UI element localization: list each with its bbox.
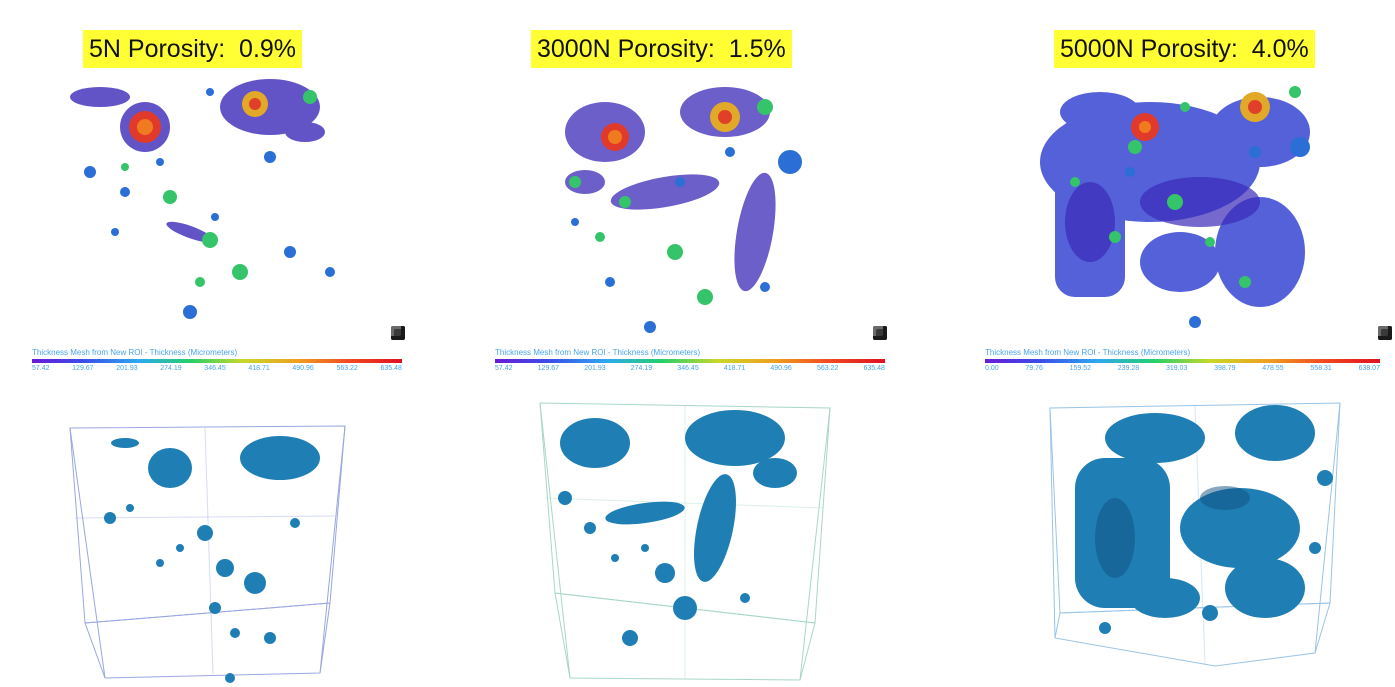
legend-tick: 201.93 [584, 365, 606, 372]
legend-tick: 0.00 [985, 365, 999, 372]
legend-tick: 418.71 [723, 365, 746, 372]
legend-tick: 79.76 [1025, 365, 1043, 372]
legend-tick: 159.52 [1069, 365, 1092, 372]
legend-ticks: 57.42 129.67 201.93 274.19 346.45 418.71… [32, 364, 402, 374]
legend-tick: 346.45 [204, 365, 226, 372]
thickness-legend: Thickness Mesh from New ROI - Thickness … [985, 348, 1380, 374]
legend-tick: 319.03 [1165, 365, 1188, 372]
legend-tick: 201.93 [116, 365, 138, 372]
pore-box-render [1049, 402, 1341, 667]
legend-tick: 563.22 [816, 365, 839, 372]
panel-5n: 5N Porosity: 0.9% Thickn [0, 0, 465, 687]
thickness-legend: Thickness Mesh from New ROI - Thickness … [32, 348, 402, 374]
legend-tick: 239.28 [1117, 365, 1140, 372]
cube-orientation-icon[interactable] [873, 326, 887, 340]
cube-orientation-icon[interactable] [1378, 326, 1392, 340]
legend-title: Thickness Mesh from New ROI - Thickness … [495, 348, 701, 357]
legend-tick: 398.79 [1214, 365, 1236, 372]
thickness-legend: Thickness Mesh from New ROI - Thickness … [495, 348, 885, 374]
legend-tick: 129.67 [537, 365, 560, 372]
legend-tick: 638.07 [1358, 365, 1380, 372]
legend-color-bar [985, 359, 1380, 363]
legend-color-bar [32, 359, 402, 363]
thickness-render [565, 87, 802, 333]
legend-title: Thickness Mesh from New ROI - Thickness … [32, 348, 238, 357]
legend-tick: 490.96 [770, 365, 792, 372]
legend-tick: 57.42 [32, 365, 50, 372]
thickness-render [1040, 86, 1310, 328]
panel-title: 5000N Porosity: 4.0% [1054, 30, 1315, 68]
legend-tick: 635.48 [380, 365, 402, 372]
pore-box-render [69, 425, 346, 683]
panel-title: 3000N Porosity: 1.5% [531, 30, 792, 68]
legend-tick: 635.48 [863, 365, 885, 372]
panel-5000n: 5000N Porosity: 4.0% [930, 0, 1395, 687]
panel-title: 5N Porosity: 0.9% [83, 30, 303, 68]
legend-title: Thickness Mesh from New ROI - Thickness … [985, 348, 1191, 357]
legend-tick: 478.55 [1262, 365, 1284, 372]
legend-tick: 57.42 [495, 365, 513, 372]
legend-ticks: 0.00 79.76 159.52 239.28 319.03 398.79 4… [985, 364, 1380, 374]
thickness-render [70, 79, 335, 319]
legend-tick: 346.45 [677, 365, 699, 372]
legend-tick: 274.19 [160, 365, 182, 372]
pore-box-render [539, 402, 831, 681]
legend-color-bar [495, 359, 885, 363]
panel-3000n: 3000N Porosity: 1.5% Thickness [465, 0, 930, 687]
legend-tick: 129.67 [72, 365, 94, 372]
legend-tick: 563.22 [336, 365, 358, 372]
legend-tick: 274.19 [630, 365, 653, 372]
legend-tick: 490.96 [292, 365, 314, 372]
legend-tick: 418.71 [248, 365, 270, 372]
legend-ticks: 57.42 129.67 201.93 274.19 346.45 418.71… [495, 364, 885, 374]
cube-orientation-icon[interactable] [391, 326, 405, 340]
legend-tick: 558.31 [1310, 365, 1332, 372]
